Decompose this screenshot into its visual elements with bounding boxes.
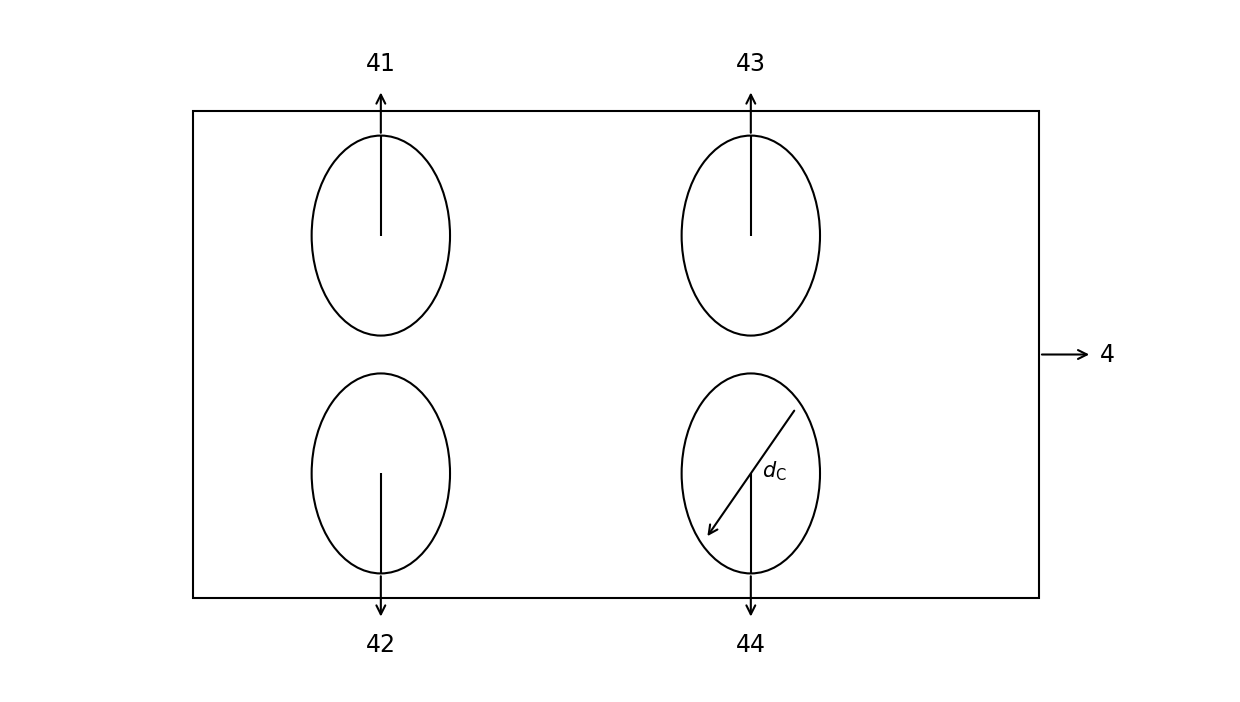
Text: 41: 41 — [366, 52, 396, 76]
Bar — [193, 112, 1039, 598]
Text: $d_\mathrm{C}$: $d_\mathrm{C}$ — [763, 459, 787, 482]
Text: 44: 44 — [735, 633, 766, 657]
Text: 4: 4 — [1100, 343, 1115, 366]
Text: 42: 42 — [366, 633, 396, 657]
Text: 43: 43 — [735, 52, 766, 76]
